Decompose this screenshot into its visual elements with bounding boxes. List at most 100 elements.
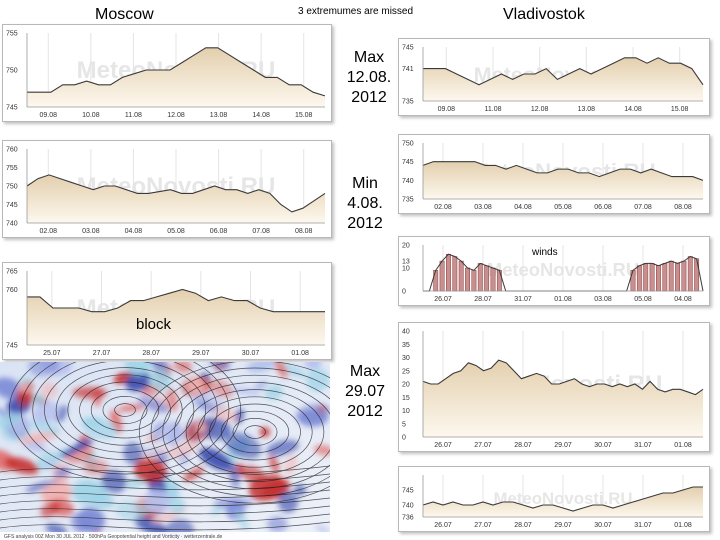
vl4-ytick-label: 0	[402, 435, 406, 442]
msk1-ytick-label: 750	[6, 68, 18, 75]
vl4-ytick-label: 25	[402, 368, 410, 375]
vl3-xtick-label: 05.08	[634, 296, 652, 303]
vl2-xtick-label: 08.08	[674, 204, 692, 211]
vl3-bar	[668, 260, 674, 292]
vl2-xtick-label: 06.08	[594, 204, 612, 211]
vl3-bar	[465, 267, 470, 292]
annotation-max-2: Max 29.07 2012	[336, 362, 394, 422]
synoptic-map-graphic: GFS analysis 00Z Mon 30 JUL 2012 · 500hP…	[0, 362, 330, 540]
vl4-xtick-label: 28.07	[514, 442, 532, 449]
vl4-ytick-label: 20	[402, 382, 410, 389]
vl3-bar	[643, 263, 649, 292]
vl3-bar	[446, 253, 451, 292]
vl5-xtick-label: 01.08	[674, 522, 692, 529]
vl5-xtick-label: 29.07	[554, 522, 572, 529]
vladivostok-chart-aug-09-15: MeteoNovosti.RU 09.08 11.08 12.08 13.08 14.08…	[398, 38, 710, 116]
msk3-xtick-label: 30.07	[242, 350, 260, 357]
vl3-bar	[439, 260, 445, 292]
vl4-series-line	[422, 359, 704, 396]
vl5-ytick-label: 736	[402, 515, 414, 522]
vl4-ytick-label: 10	[402, 408, 410, 415]
vl3-bar	[433, 270, 439, 292]
annotation-min-1-year: 2012	[347, 215, 383, 232]
vl2-xtick-label: 05.08	[554, 204, 572, 211]
msk3-series-line	[27, 288, 325, 313]
msk3-xtick-label: 01.08	[291, 350, 309, 357]
annotation-min-1-word: Min	[352, 175, 378, 192]
msk2-ytick-label: 745	[6, 202, 18, 209]
right-city-title: Vladivostok	[503, 6, 585, 23]
msk2-xtick-label: 07.08	[252, 228, 270, 235]
msk2-xtick-label: 03.08	[82, 228, 100, 235]
msk2-xtick-label: 08.08	[295, 228, 313, 235]
vl5-ytick-label: 740	[402, 503, 414, 510]
vl1-xtick-label: 14.08	[624, 106, 642, 113]
msk2-xtick-label: 02.08	[40, 228, 58, 235]
synoptic-vorticity-map: GFS analysis 00Z Mon 30 JUL 2012 · 500hP…	[0, 362, 330, 540]
vl5-xtick-label: 28.07	[514, 522, 532, 529]
vl4-ytick-label: 30	[402, 355, 410, 362]
vl3-ytick-label: 13	[402, 259, 410, 266]
vl4-xtick-label: 01.08	[674, 442, 692, 449]
vl5-xtick-label: 26.07	[434, 522, 452, 529]
msk1-xtick-label: 13.08	[210, 112, 228, 119]
vl2-ytick-label: 735	[402, 197, 414, 204]
vl1-area-fill	[423, 57, 703, 101]
vladivostok-chart-jul-26-aug-01-pressure: MeteoNovosti.RU 26.07 27.07 28.07 29.07 30.07…	[398, 466, 710, 532]
vl1-xtick-label: 13.08	[578, 106, 596, 113]
vl3-bar	[687, 256, 693, 292]
vl3-bar	[458, 260, 464, 292]
vl5-xtick-label: 31.07	[634, 522, 652, 529]
vl3-bar	[656, 265, 661, 292]
moscow-chart-jul-25-aug-01: MeteoNovosti.RU25.0727.0728.0729.0730.07…	[2, 262, 332, 360]
msk2-xtick-label: 06.08	[210, 228, 228, 235]
vl2-xtick-label: 07.08	[634, 204, 652, 211]
vl4-ytick-label: 35	[402, 342, 410, 349]
annotation-max-2-year: 2012	[347, 403, 383, 420]
vl3-xtick-label: 31.07	[514, 296, 532, 303]
msk2-area-fill	[27, 174, 325, 223]
vl1-xtick-label: 11.08	[485, 106, 502, 113]
msk2-xtick-label: 05.08	[167, 228, 185, 235]
msk1-xtick-label: 15.08	[295, 112, 313, 119]
vl2-ytick-label: 740	[402, 178, 414, 185]
winds-annotation: winds	[532, 247, 558, 258]
vl3-ytick-label: 0	[402, 289, 406, 296]
msk1-xtick-label: 14.08	[252, 112, 270, 119]
vl1-xtick-label: 15.08	[671, 106, 689, 113]
vl3-ytick-label: 20	[402, 243, 410, 250]
map-caption: GFS analysis 00Z Mon 30 JUL 2012 · 500hP…	[4, 534, 222, 540]
annotation-max-1: Max 12.08. 2012	[340, 48, 398, 108]
vl3-bar	[477, 263, 483, 292]
vladivostok-chart-jul-26-aug-01: MeteoNovosti.RU26.0727.0728.0729.0730.07…	[398, 322, 710, 452]
msk1-ytick-label: 745	[6, 105, 18, 112]
moscow-chart-aug-09-15: MeteoNovosti.RU09.0810.0811.0812.0813.08…	[2, 24, 332, 122]
vl2-area-fill	[423, 161, 703, 199]
missed-note: 3 extremumes are missed	[298, 6, 414, 17]
vl2-xtick-label: 03.08	[474, 204, 492, 211]
vl4-xtick-label: 30.07	[594, 442, 612, 449]
msk1-plot: MeteoNovosti.RU09.0810.0811.0812.0813.08…	[6, 31, 326, 119]
msk1-series-line	[27, 47, 326, 97]
vl3-xtick-label: 01.08	[554, 296, 572, 303]
msk3-ytick-label: 765	[6, 269, 18, 276]
msk3-area-fill	[27, 289, 325, 345]
msk1-xtick-label: 11.08	[125, 112, 142, 119]
block-annotation: block	[136, 316, 172, 333]
vl2-plot: MeteoNovosti.RU02.0803.0804.0805.0806.08…	[402, 141, 704, 211]
msk2-xtick-label: 04.08	[125, 228, 143, 235]
vl4-plot: MeteoNovosti.RU26.0727.0728.0729.0730.07…	[402, 329, 704, 449]
vl4-xtick-label: 27.07	[474, 442, 492, 449]
vl5-ytick-label: 745	[402, 488, 414, 495]
vl4-xtick-label: 29.07	[554, 442, 572, 449]
msk3-xtick-label: 28.07	[142, 350, 160, 357]
msk1-xtick-label: 12.08	[167, 112, 185, 119]
msk1-xtick-label: 10.08	[82, 112, 100, 119]
vl5-series-line	[422, 486, 703, 512]
vl1-xtick-label: 12.08	[531, 106, 549, 113]
msk3-xtick-label: 25.07	[43, 350, 61, 357]
vl1-ytick-label: 735	[402, 99, 414, 106]
